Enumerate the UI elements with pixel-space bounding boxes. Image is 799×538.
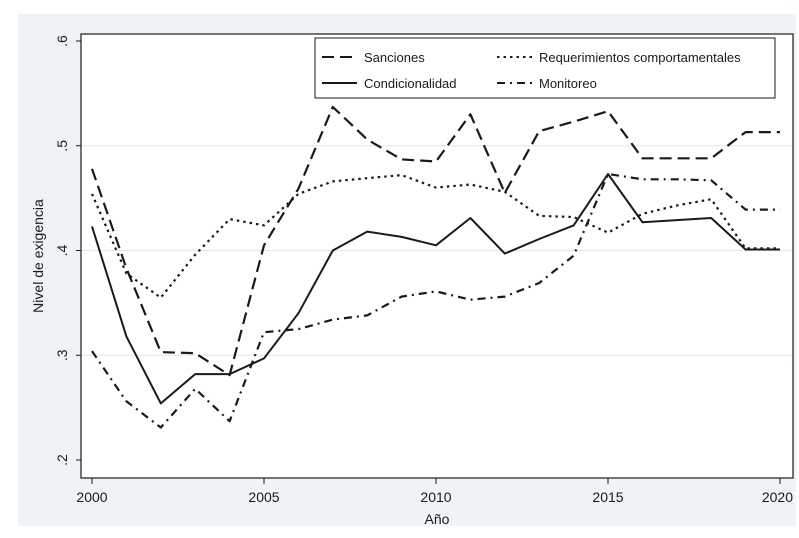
plot-area: [80, 33, 794, 479]
x-axis: 2000 2005 2010 2015 2020: [76, 478, 793, 505]
x-tick-label: 2020: [762, 489, 793, 505]
x-tick-label: 2000: [76, 489, 107, 505]
y-tick-label: .3: [54, 349, 70, 361]
y-axis: .2 .3 .4 .5 .6: [54, 35, 81, 466]
series-line-sanciones: [90, 105, 780, 377]
y-tick-label: .6: [54, 35, 70, 47]
y-axis-label: Nivel de exigencia: [30, 199, 46, 313]
series-line-monitoreo: [91, 172, 780, 429]
y-tick-label: .2: [54, 454, 70, 466]
series-lines: [90, 105, 780, 429]
series-line-condicionalidad: [91, 173, 780, 405]
legend-label: Monitoreo: [539, 76, 597, 91]
legend-label: Requerimientos comportamentales: [539, 50, 741, 65]
x-tick-label: 2005: [248, 489, 279, 505]
x-axis-label: Año: [425, 511, 450, 527]
legend-box: [314, 37, 776, 99]
x-tick-label: 2010: [420, 489, 451, 505]
series-line-requerimientos-comportamentales: [90, 174, 780, 299]
legend-label: Sanciones: [364, 50, 425, 65]
y-tick-label: .5: [54, 140, 70, 152]
y-tick-label: .4: [54, 244, 70, 256]
legend-label: Condicionalidad: [364, 76, 457, 91]
x-tick-label: 2015: [592, 489, 623, 505]
legend: Sanciones Requerimientos comportamentales…: [314, 37, 776, 99]
